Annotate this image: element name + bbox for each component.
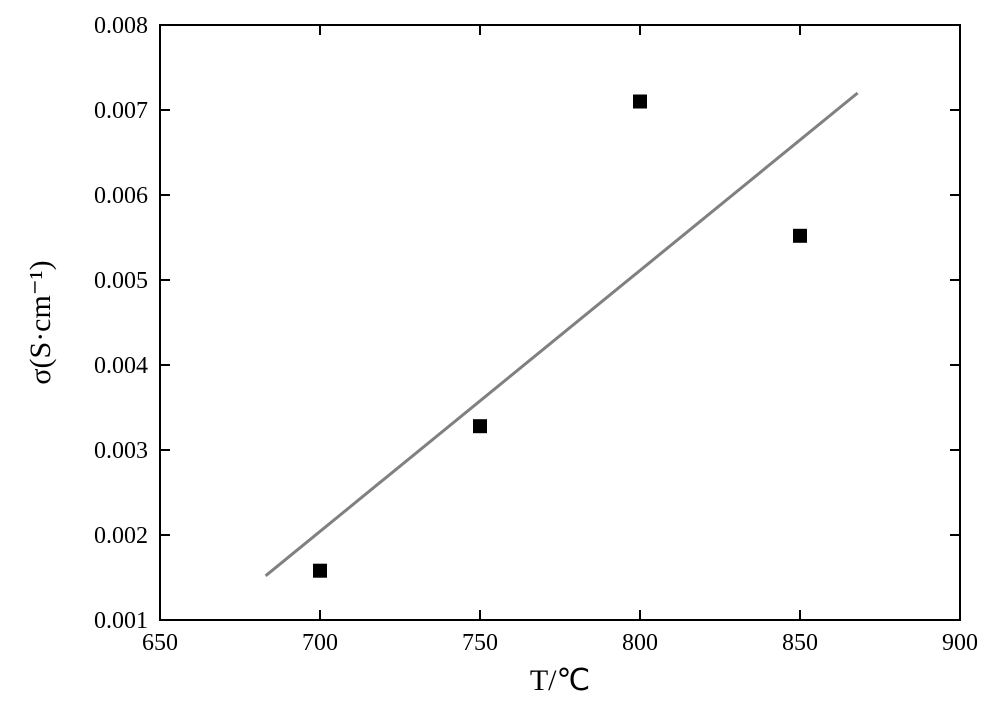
x-tick-label: 850: [782, 630, 818, 656]
x-tick-label: 900: [942, 630, 978, 656]
y-tick-label: 0.004: [94, 353, 148, 379]
scatter-chart: 650700750800850900 0.0010.0020.0030.0040…: [0, 0, 1000, 715]
y-tick-label: 0.007: [94, 98, 148, 124]
x-tick-label: 800: [622, 630, 658, 656]
chart-container: 650700750800850900 0.0010.0020.0030.0040…: [0, 0, 1000, 715]
y-tick-label: 0.005: [94, 268, 148, 294]
y-tick-label: 0.003: [94, 438, 148, 464]
y-tick-label: 0.006: [94, 183, 148, 209]
data-point: [473, 419, 487, 433]
data-point: [793, 229, 807, 243]
y-axis-label: σ(S·cm⁻¹): [24, 260, 57, 384]
data-point: [633, 95, 647, 109]
y-tick-label: 0.002: [94, 523, 148, 549]
y-ticks: 0.001 0.002 0.003 0.004 0.005 0.006 0.007 0.008: [94, 13, 960, 634]
fit-line: [266, 93, 858, 576]
x-axis-label: T/℃: [530, 664, 590, 697]
x-ticks: 650700750800850900: [142, 25, 978, 656]
x-tick-label: 700: [302, 630, 338, 656]
data-point: [313, 564, 327, 578]
plot-border: [160, 25, 960, 620]
y-tick-label: 0.001: [94, 608, 148, 634]
x-tick-label: 750: [462, 630, 498, 656]
y-tick-label: 0.008: [94, 13, 148, 39]
